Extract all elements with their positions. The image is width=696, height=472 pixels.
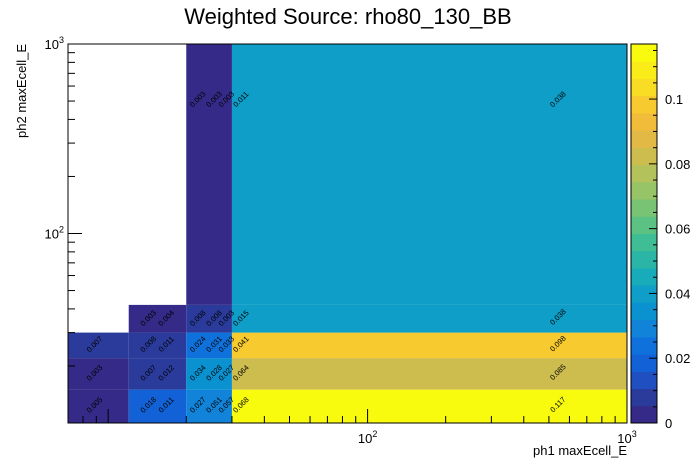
colorbar-swatch [631,267,657,286]
colorbar-tick-label: 0.04 [665,286,690,301]
heatmap-cell [68,389,129,423]
heatmap-cell [128,304,187,333]
heatmap-cell [68,332,129,359]
colorbar-tick-label: 0.06 [665,222,690,237]
heatmap-cell [231,304,628,333]
colorbar-swatch [631,371,657,390]
colorbar-swatch [631,285,657,303]
colorbar-swatch [631,216,657,234]
heatmap-cell [186,304,232,333]
heatmap-cell [128,358,187,390]
colorbar-swatch [631,61,657,79]
colorbar-swatch [631,95,657,114]
y-axis-label: ph2 maxEcell_E [14,44,29,138]
heatmap-cells [68,44,628,423]
heatmap-cell [186,358,232,390]
colorbar-swatch [631,302,657,321]
x-tick-label: 103 [617,429,636,446]
colorbar-swatch [631,336,657,355]
colorbar-swatch [631,319,657,338]
colorbar-tick-label: 0 [665,416,672,431]
colorbar-swatch [631,199,657,217]
colorbar-swatch [631,147,657,166]
colorbar-swatch [631,112,657,131]
colorbar: 0 0.02 0.04 0.06 0.08 0.1 [630,43,690,431]
colorbar-swatch [631,78,657,97]
colorbar-swatch [631,233,657,252]
colorbar-tick-label: 0.02 [665,351,690,366]
heatmap-cell [186,389,232,423]
heatmap-cell [231,332,628,359]
y-tick-label: 103 [45,35,64,52]
chart-title: Weighted Source: rho80_130_BB [184,4,511,29]
colorbar-swatch [631,250,657,269]
heatmap-cell [186,44,232,305]
colorbar-swatch [631,354,657,372]
colorbar-frame [630,43,658,424]
colorbar-swatch [631,130,657,148]
x-axis-label: ph1 maxEcell_E [533,443,627,458]
heatmap-cell [231,389,628,423]
heatmap-cell [186,332,232,359]
colorbar-swatch [631,44,657,62]
colorbar-swatch [631,181,657,200]
colorbar-tick-label: 0.1 [665,92,683,107]
heatmap-cell [128,389,187,423]
colorbar-swatch [631,405,657,424]
y-tick-label: 102 [45,225,64,242]
heatmap-cell [231,358,628,390]
heatmap-cell [231,44,628,305]
heatmap-cell [128,332,187,359]
axes: 102 103 102 103 [45,35,637,446]
colorbar-tick-label: 0.08 [665,157,690,172]
x-tick-label: 102 [358,429,377,446]
heatmap-cell [68,358,129,390]
colorbar-swatch [631,164,657,183]
colorbar-swatch [631,388,657,407]
